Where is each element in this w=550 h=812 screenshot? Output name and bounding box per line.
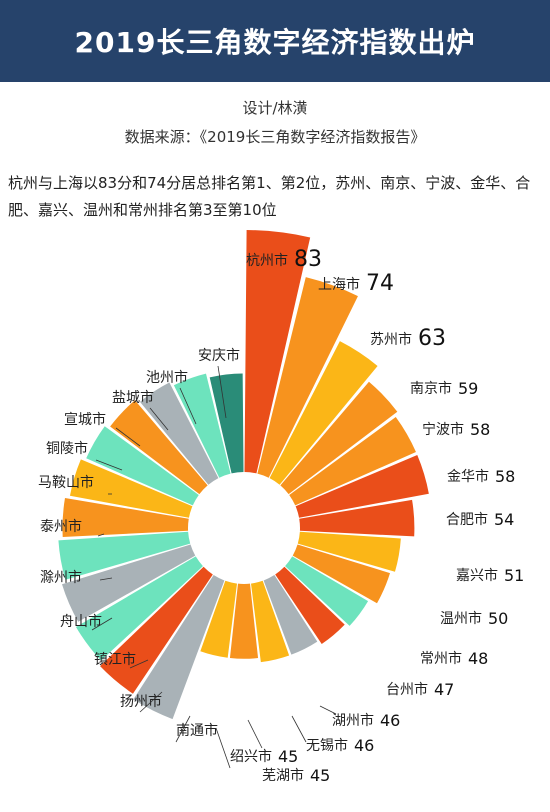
value-苏州市: 63 [418,326,446,351]
leader-huzhou [319,705,337,715]
bar-安庆市 [209,373,244,474]
label-苏州市: 苏州市 [370,331,412,348]
bar-温州市 [292,544,390,604]
bar-镇江市 [75,556,203,661]
label-泰州市: 泰州市 [40,518,82,535]
label-铜陵市: 铜陵市 [46,440,88,457]
value-宁波市: 58 [470,420,490,439]
label-台州市: 台州市 [386,681,428,698]
bar-盐城市 [140,382,219,485]
value-金华市: 58 [495,467,515,486]
label-宁波市: 宁波市 [422,421,464,438]
value-芜湖市: 45 [310,766,330,785]
page-title: 2019长三角数字经济指数出炉 [74,26,476,59]
bar-合肥市 [299,499,415,537]
label-安庆市: 安庆市 [198,347,240,364]
bar-常州市 [285,556,369,626]
header-banner: 2019长三角数字经济指数出炉 [0,0,550,82]
leader-taizhou [97,533,105,537]
label-宣城市: 宣城市 [64,411,106,428]
label-池州市: 池州市 [146,369,188,386]
bar-金华市 [295,455,429,518]
label-镇江市: 镇江市 [94,651,136,668]
bar-泰州市 [62,498,189,537]
label-常州市: 常州市 [420,650,462,667]
leader-wuhu [247,719,263,749]
value-常州市: 48 [468,649,488,668]
bar-南通市 [133,575,225,720]
label-舟山市: 舟山市 [60,613,102,630]
leader-anqing [217,365,227,419]
designer-credit: 设计/林潢 [242,99,308,117]
value-湖州市: 46 [380,711,400,730]
label-杭州市: 杭州市 [246,252,288,269]
label-合肥市: 合肥市 [446,511,488,528]
leader-zhenjiang [129,659,149,669]
label-盐城市: 盐城市 [112,389,154,406]
bar-绍兴市 [200,580,238,658]
label-扬州市: 扬州市 [120,693,162,710]
label-上海市: 上海市 [318,276,360,293]
label-芜湖市: 芜湖市 [262,767,304,784]
bar-台州市 [275,566,345,644]
label-南京市: 南京市 [410,380,452,397]
leader-tongling [95,459,123,471]
label-马鞍山市: 马鞍山市 [38,474,94,491]
leader-yancheng [149,407,169,431]
label-温州市: 温州市 [440,610,482,627]
bar-滁州市 [58,531,191,580]
value-嘉兴市: 51 [504,566,524,585]
label-无锡市: 无锡市 [306,737,348,754]
bar-上海市 [257,277,358,478]
bar-宣城市 [110,400,208,495]
leader-shaoxing [215,727,231,769]
summary-text: 杭州与上海以83分和74分居总排名第1、第2位，苏州、南京、宁波、金华、合肥、嘉… [8,174,531,219]
value-杭州市: 83 [294,247,322,272]
data-source: 数据来源：《2019长三角数字经济指数报告》 [124,128,426,146]
bar-扬州市 [100,566,213,694]
leader-nantong [175,715,191,743]
bar-南京市 [280,381,398,495]
label-南通市: 南通市 [176,722,218,739]
leader-zhoushan [91,617,113,631]
bar-池州市 [173,373,231,478]
label-金华市: 金华市 [447,468,489,485]
bar-马鞍山市 [69,459,193,518]
bar-苏州市 [269,341,378,485]
value-无锡市: 46 [354,736,374,755]
leader-xuancheng [115,427,141,447]
bar-铜陵市 [86,426,199,506]
leader-wuxi [291,715,307,743]
label-绍兴市: 绍兴市 [230,748,272,765]
bar-宁波市 [289,417,416,506]
bar-嘉兴市 [297,531,401,572]
label-湖州市: 湖州市 [332,712,374,729]
bar-舟山市 [61,544,196,622]
leader-yangzhou [139,691,163,713]
value-温州市: 50 [488,609,508,628]
label-嘉兴市: 嘉兴市 [456,567,498,584]
value-合肥市: 54 [494,510,514,529]
bar-芜湖市 [229,583,259,659]
bar-湖州市 [263,575,318,655]
value-台州市: 47 [434,680,454,699]
value-上海市: 74 [366,271,394,296]
leader-chuzhou [99,577,113,581]
leader-chizhou [179,387,197,425]
value-南京市: 59 [458,379,478,398]
label-滁州市: 滁州市 [40,569,82,586]
bar-杭州市 [244,230,311,474]
value-绍兴市: 45 [278,747,298,766]
bar-无锡市 [250,580,290,663]
